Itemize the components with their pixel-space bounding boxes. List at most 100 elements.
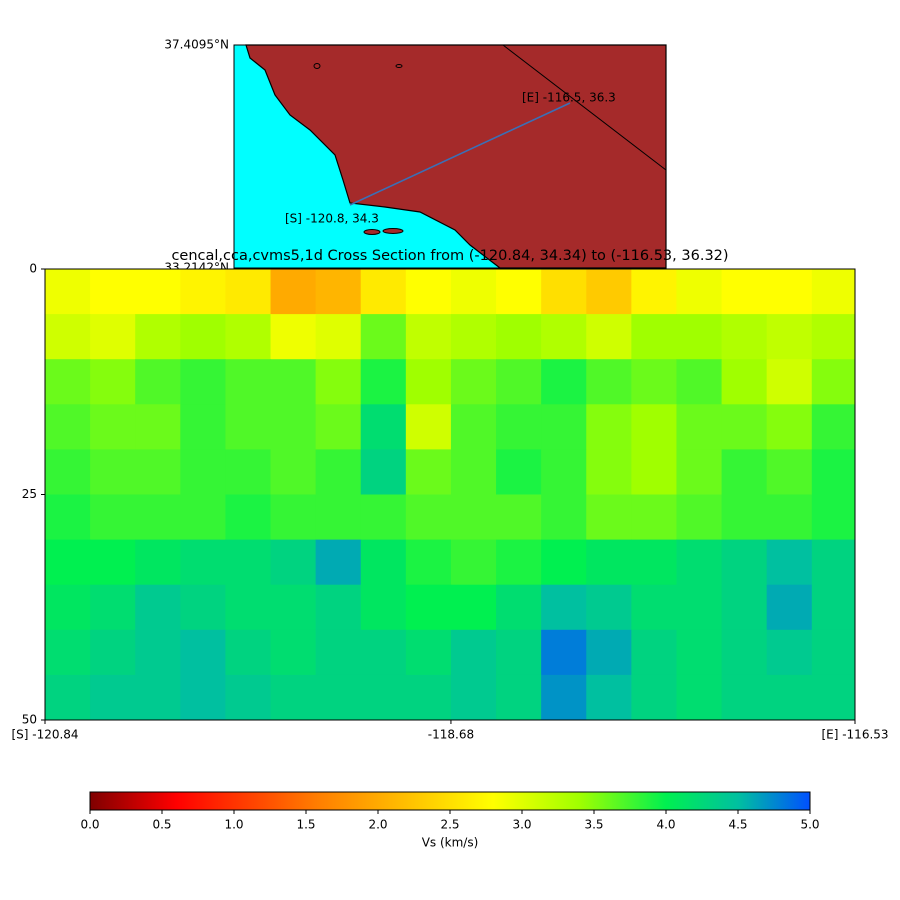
cell — [811, 404, 856, 450]
map-inset: [E] -116.5, 36.3 [S] -120.8, 34.3 37.409… — [164, 38, 667, 275]
colorbar-label: Vs (km/s) — [422, 836, 479, 850]
start-label: [S] -120.8, 34.3 — [285, 212, 379, 226]
cell — [270, 629, 317, 676]
cell — [180, 359, 226, 405]
colorbar-tick-label: 1.5 — [296, 818, 315, 832]
cell — [676, 449, 723, 495]
cell — [811, 494, 856, 541]
colorbar-tick-label: 0.5 — [152, 818, 171, 832]
colorbar — [89, 791, 811, 811]
cell — [496, 359, 542, 405]
cell — [270, 584, 317, 631]
cell — [766, 314, 813, 360]
colorbar-tick-label: 2.0 — [368, 818, 387, 832]
cell — [721, 404, 768, 450]
cell — [721, 584, 768, 631]
cell — [766, 539, 813, 586]
colorbar-tick-label: 0.0 — [80, 818, 99, 832]
cell — [225, 269, 272, 315]
colorbar-tick-label: 1.0 — [224, 818, 243, 832]
cell — [180, 404, 226, 450]
cell — [405, 539, 452, 586]
cell — [45, 494, 91, 541]
cell — [766, 584, 813, 631]
cell — [631, 314, 677, 360]
cell — [135, 449, 181, 495]
cell — [631, 629, 677, 676]
y-tick-label: 0 — [29, 262, 37, 276]
cell — [676, 314, 723, 360]
cell — [270, 494, 317, 541]
cell — [721, 314, 768, 360]
cell — [586, 269, 632, 315]
cell — [811, 674, 856, 721]
colorbar-tick-label: 3.5 — [584, 818, 603, 832]
cell — [450, 584, 497, 631]
cell — [496, 494, 542, 541]
cell — [180, 269, 226, 315]
border — [502, 44, 667, 171]
cell — [360, 404, 407, 450]
cell — [496, 449, 542, 495]
cell — [135, 674, 181, 721]
cell — [586, 449, 632, 495]
cell — [586, 629, 632, 676]
cell — [225, 584, 272, 631]
cell — [541, 674, 587, 721]
cell — [225, 539, 272, 586]
cell — [45, 404, 91, 450]
cell — [676, 359, 723, 405]
cell — [586, 584, 632, 631]
cell — [225, 674, 272, 721]
island — [382, 228, 404, 234]
cell — [811, 584, 856, 631]
cell — [676, 269, 723, 315]
cell — [405, 314, 452, 360]
cell — [135, 539, 181, 586]
cell — [90, 404, 136, 450]
cell — [270, 314, 317, 360]
chart-title: cencal,cca,cvms5,1d Cross Section from (… — [171, 248, 728, 264]
cell — [90, 539, 136, 586]
cell — [766, 269, 813, 315]
cell — [721, 449, 768, 495]
cell — [135, 269, 181, 315]
cell — [180, 584, 226, 631]
cell — [45, 674, 91, 721]
cell — [586, 314, 632, 360]
cell — [315, 269, 362, 315]
plot — [44, 268, 856, 721]
cell — [315, 584, 362, 631]
cell — [811, 629, 856, 676]
end-label: [E] -116.5, 36.3 — [522, 91, 616, 105]
cell — [315, 539, 362, 586]
section-line — [349, 102, 571, 206]
cell — [676, 629, 723, 676]
cell — [315, 359, 362, 405]
cell — [270, 674, 317, 721]
cell — [586, 494, 632, 541]
cell — [360, 674, 407, 721]
colorbar-tick-label: 3.0 — [512, 818, 531, 832]
cell — [541, 539, 587, 586]
colorbar-tick-label: 4.5 — [728, 818, 747, 832]
cell — [270, 404, 317, 450]
cell — [135, 629, 181, 676]
cell — [180, 449, 226, 495]
cell — [586, 404, 632, 450]
cell — [90, 494, 136, 541]
cell — [135, 404, 181, 450]
x-tick-label: [E] -116.53 — [821, 728, 888, 742]
cell — [721, 359, 768, 405]
cell — [135, 494, 181, 541]
cell — [541, 404, 587, 450]
cell — [360, 494, 407, 541]
cell — [811, 359, 856, 405]
cell — [225, 629, 272, 676]
cell — [90, 359, 136, 405]
colorbar-tick-label: 2.5 — [440, 818, 459, 832]
cell — [811, 539, 856, 586]
cell — [450, 269, 497, 315]
cell — [450, 359, 497, 405]
cell — [721, 494, 768, 541]
